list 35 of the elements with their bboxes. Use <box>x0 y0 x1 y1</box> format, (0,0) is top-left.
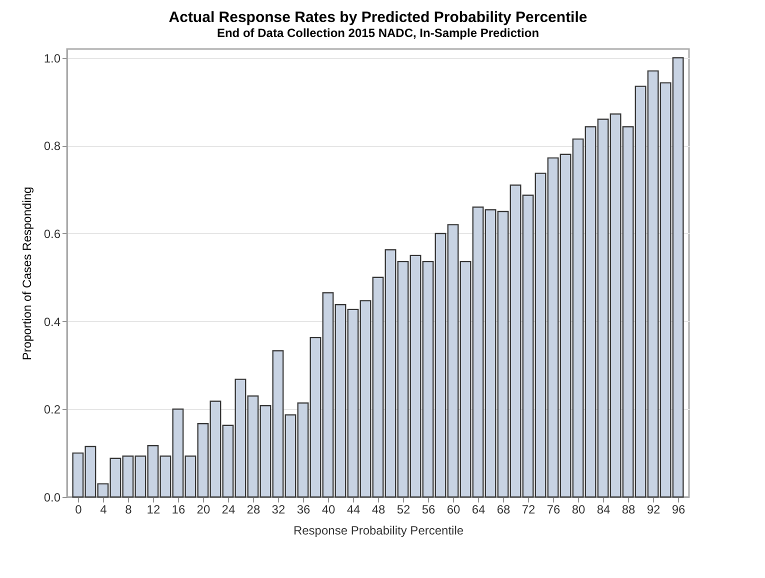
x-tick-label: 60 <box>446 502 461 516</box>
x-tick-label: 76 <box>546 502 561 516</box>
x-tick-label: 64 <box>472 502 486 516</box>
x-tick-label: 32 <box>272 502 286 516</box>
x-tick-label: 44 <box>346 502 360 516</box>
x-tick-label: 24 <box>222 502 236 516</box>
x-tick-label: 20 <box>196 502 210 516</box>
x-tick-label: 0 <box>75 502 82 516</box>
x-tick-label: 88 <box>622 502 636 516</box>
x-tick-label: 8 <box>125 502 132 516</box>
x-tick-label: 68 <box>496 502 511 516</box>
x-tick-label: 16 <box>172 502 186 516</box>
x-tick-label: 52 <box>396 502 410 516</box>
y-axis-title: Proportion of Cases Responding <box>20 186 34 360</box>
x-tick-label: 40 <box>322 502 336 516</box>
y-tick-label: 0.6 <box>44 226 61 241</box>
x-tick-label: 92 <box>646 502 661 516</box>
x-tick-label: 48 <box>372 502 386 516</box>
x-tick-label: 72 <box>522 502 536 516</box>
y-tick-label: 0.8 <box>44 139 61 154</box>
x-axis-title: Response Probability Percentile <box>293 524 464 538</box>
x-tick-label: 36 <box>296 502 310 516</box>
y-tick-label: 0.0 <box>44 490 61 504</box>
chart-title: Actual Response Rates by Predicted Probability Percentile <box>168 9 588 26</box>
x-tick-label: 4 <box>100 502 108 516</box>
x-tick-label: 56 <box>422 502 436 516</box>
x-tick-label: 84 <box>596 502 611 516</box>
y-tick-label: 0.2 <box>44 402 61 417</box>
x-tick-label: 96 <box>672 502 686 516</box>
chart-subtitle: End of Data Collection 2015 NADC, In-Sample Prediction <box>216 26 540 40</box>
x-tick-label: 28 <box>246 502 260 516</box>
y-tick-label: 0.4 <box>44 314 61 329</box>
x-tick-label: 12 <box>146 502 160 516</box>
x-tick-label: 80 <box>572 502 586 516</box>
y-tick-label: 1.0 <box>44 51 61 66</box>
